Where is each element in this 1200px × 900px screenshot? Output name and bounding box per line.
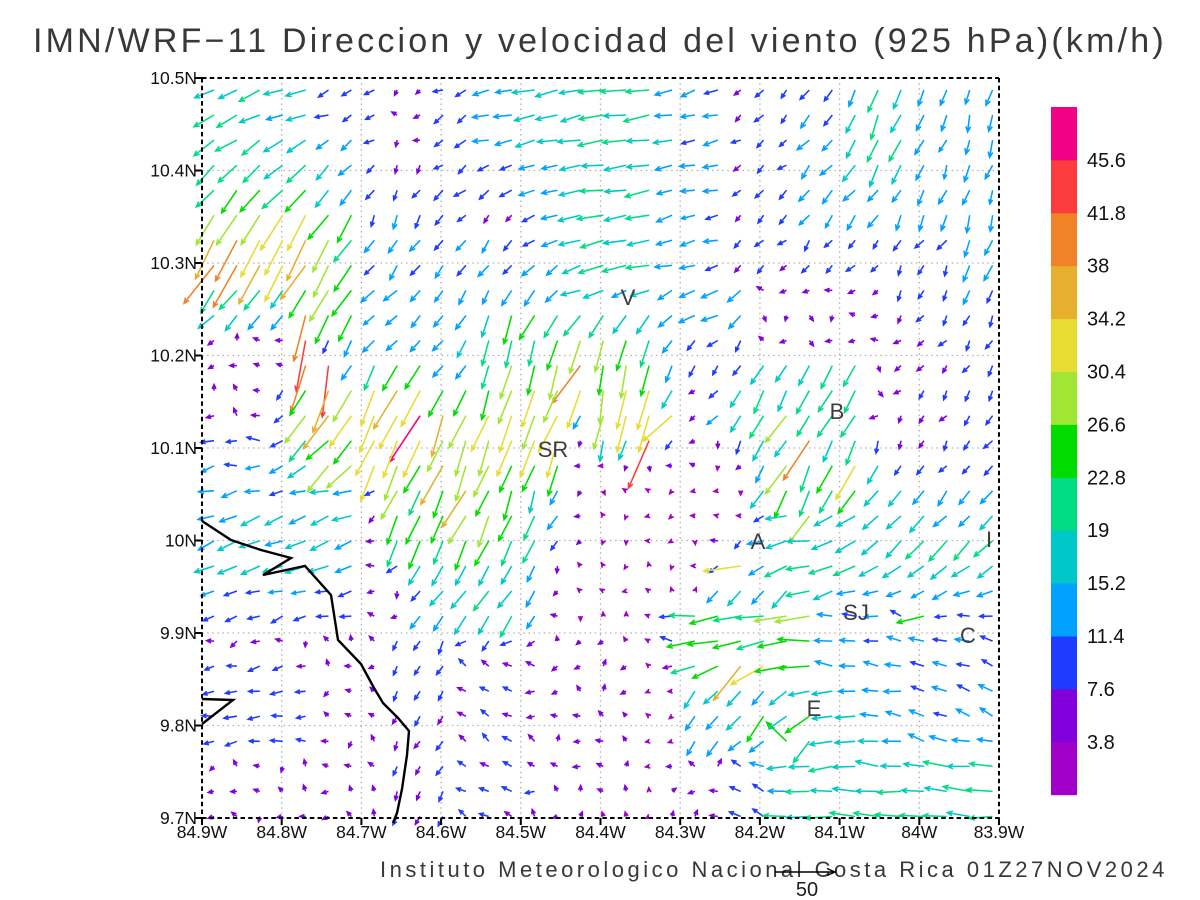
- svg-text:10.3N: 10.3N: [150, 253, 197, 273]
- svg-text:84.2W: 84.2W: [735, 822, 786, 842]
- svg-text:V: V: [621, 285, 636, 310]
- svg-text:34.2: 34.2: [1087, 309, 1126, 331]
- svg-text:30.4: 30.4: [1087, 362, 1126, 384]
- svg-text:15.2: 15.2: [1087, 573, 1126, 595]
- svg-text:84.8W: 84.8W: [256, 822, 307, 842]
- svg-text:19: 19: [1087, 520, 1109, 542]
- svg-text:84.1W: 84.1W: [814, 822, 865, 842]
- svg-text:10.5N: 10.5N: [150, 68, 197, 88]
- svg-text:50: 50: [796, 879, 818, 900]
- svg-text:11.4: 11.4: [1087, 626, 1124, 648]
- svg-text:84.4W: 84.4W: [575, 822, 626, 842]
- svg-text:84.6W: 84.6W: [416, 822, 467, 842]
- svg-text:45.6: 45.6: [1087, 150, 1126, 172]
- svg-text:10.1N: 10.1N: [150, 438, 197, 458]
- svg-text:9.7N: 9.7N: [160, 808, 197, 828]
- svg-text:26.6: 26.6: [1087, 414, 1126, 436]
- svg-text:SR: SR: [538, 437, 569, 462]
- svg-text:10.4N: 10.4N: [150, 161, 197, 181]
- svg-text:7.6: 7.6: [1087, 679, 1115, 701]
- svg-text:84.9W: 84.9W: [177, 822, 228, 842]
- svg-text:84.3W: 84.3W: [655, 822, 706, 842]
- svg-text:B: B: [830, 399, 845, 424]
- svg-text:22.8: 22.8: [1087, 467, 1126, 489]
- svg-text:84.7W: 84.7W: [336, 822, 387, 842]
- svg-text:SJ: SJ: [843, 600, 869, 625]
- svg-text:3.8: 3.8: [1087, 732, 1115, 754]
- svg-text:IMN/WRF−11 Direccion y velocid: IMN/WRF−11 Direccion y velocidad del vie…: [33, 22, 1167, 60]
- svg-text:84.5W: 84.5W: [496, 822, 547, 842]
- svg-text:9.9N: 9.9N: [160, 623, 197, 643]
- svg-text:A: A: [751, 529, 766, 554]
- svg-text:84W: 84W: [901, 822, 937, 842]
- svg-text:9.8N: 9.8N: [160, 716, 197, 736]
- svg-text:10N: 10N: [165, 531, 197, 551]
- svg-text:41.8: 41.8: [1087, 203, 1126, 225]
- svg-text:C: C: [960, 623, 976, 648]
- svg-text:38: 38: [1087, 256, 1109, 278]
- svg-text:10.2N: 10.2N: [150, 346, 197, 366]
- svg-text:83.9W: 83.9W: [974, 822, 1025, 842]
- svg-text:I: I: [986, 527, 992, 552]
- svg-text:Instituto Meteorologico Nacion: Instituto Meteorologico Nacional Costa R…: [380, 857, 1168, 882]
- svg-text:E: E: [807, 696, 822, 721]
